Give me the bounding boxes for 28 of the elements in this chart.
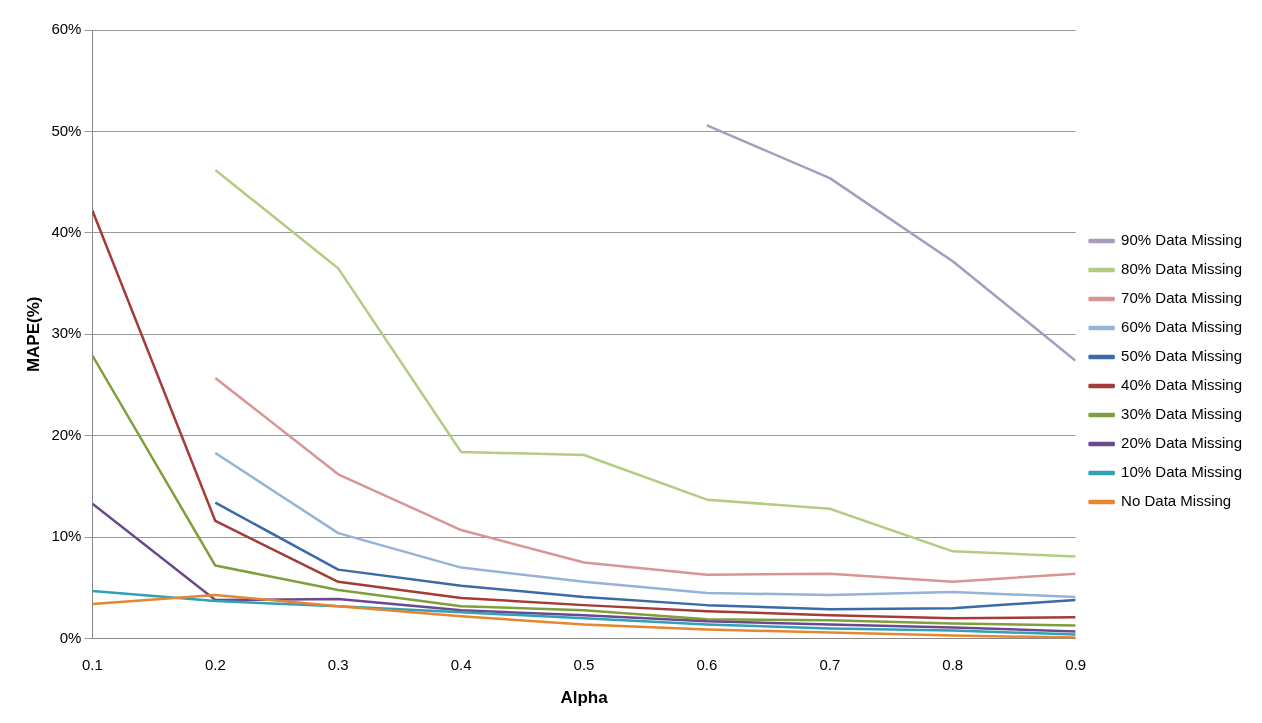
legend-label: No Data Missing bbox=[1121, 492, 1232, 510]
x-axis-title: Alpha bbox=[560, 688, 609, 708]
y-tick-label: 20% bbox=[51, 425, 82, 443]
legend-label: 30% Data Missing bbox=[1121, 405, 1242, 423]
legend-label: 20% Data Missing bbox=[1121, 434, 1242, 452]
x-tick-label: 0.5 bbox=[573, 655, 595, 673]
legend-label: 90% Data Missing bbox=[1121, 231, 1242, 249]
legend-label: 10% Data Missing bbox=[1121, 463, 1242, 481]
legend-label: 50% Data Missing bbox=[1121, 347, 1242, 365]
legend-label: 70% Data Missing bbox=[1121, 289, 1242, 307]
legend-label: 40% Data Missing bbox=[1121, 376, 1242, 394]
y-tick-label: 30% bbox=[51, 324, 82, 342]
x-tick-label: 0.2 bbox=[204, 655, 226, 673]
x-tick-label: 0.4 bbox=[450, 655, 472, 673]
legend-label: 60% Data Missing bbox=[1121, 318, 1242, 336]
x-tick-label: 0.3 bbox=[327, 655, 349, 673]
y-tick-label: 50% bbox=[51, 121, 82, 139]
y-tick-label: 0% bbox=[59, 628, 82, 646]
x-tick-label: 0.8 bbox=[942, 655, 964, 673]
x-tick-label: 0.6 bbox=[696, 655, 718, 673]
y-tick-label: 10% bbox=[51, 527, 82, 545]
y-axis-title: MAPE(%) bbox=[23, 296, 43, 373]
legend-label: 80% Data Missing bbox=[1121, 260, 1242, 278]
x-tick-label: 0.9 bbox=[1065, 655, 1087, 673]
y-tick-label: 60% bbox=[51, 20, 82, 38]
y-tick-label: 40% bbox=[51, 223, 82, 241]
x-tick-label: 0.7 bbox=[819, 655, 841, 673]
x-tick-label: 0.1 bbox=[81, 655, 103, 673]
